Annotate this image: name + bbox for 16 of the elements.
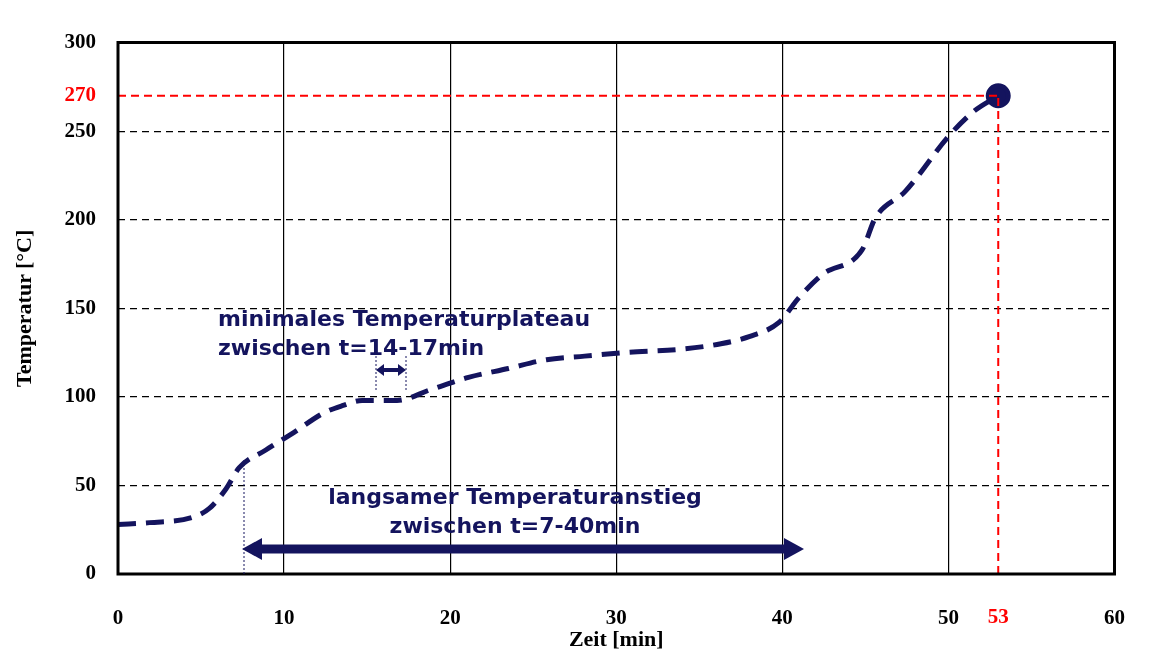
y-tick-label: 100 — [64, 383, 96, 408]
y-axis-title: Temperatur [°C] — [10, 229, 36, 387]
y-tick-label: 200 — [64, 206, 96, 231]
x-tick-label: 50 — [937, 605, 959, 630]
x-tick-label: 20 — [439, 605, 461, 630]
x-tick-label: 0 — [112, 605, 124, 630]
y-tick-label: 0 — [85, 560, 96, 585]
x-tick-label: 10 — [273, 605, 295, 630]
y-tick-label: 150 — [64, 294, 96, 319]
y-tick-label: 250 — [64, 117, 96, 142]
y-tick-label: 50 — [75, 471, 96, 496]
y-tick-label: 300 — [64, 29, 96, 54]
x-tick-label: 60 — [1104, 605, 1125, 630]
x-tick-label: 40 — [771, 605, 793, 630]
ref-line-label: 53 — [987, 604, 1009, 629]
ref-line-label: 270 — [64, 82, 96, 107]
